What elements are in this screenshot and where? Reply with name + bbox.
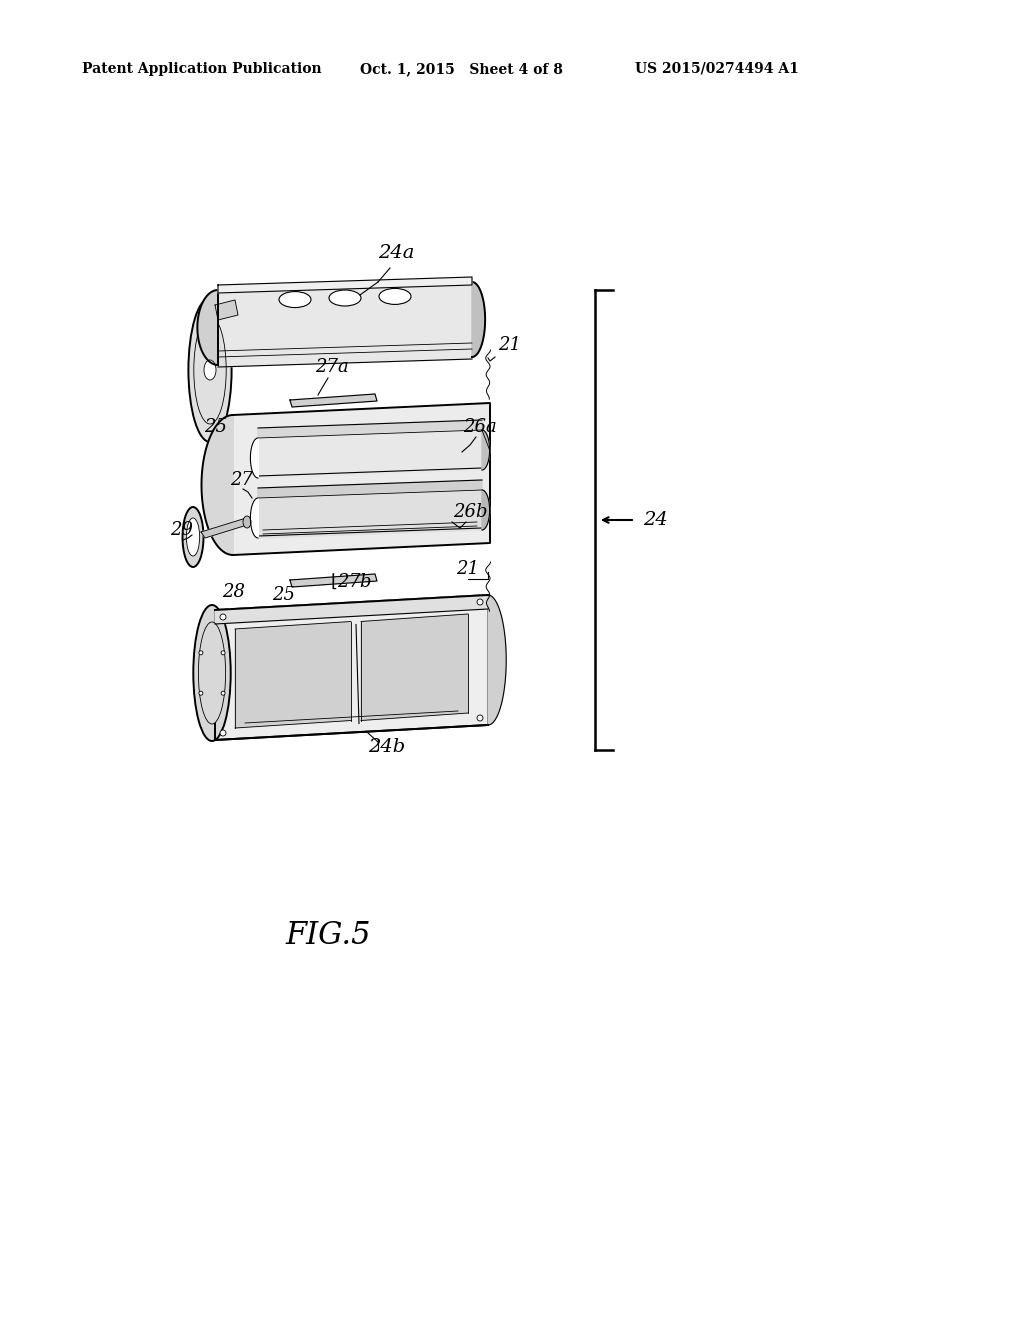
Polygon shape [234, 622, 351, 729]
Text: 26b: 26b [453, 503, 487, 521]
Text: Oct. 1, 2015   Sheet 4 of 8: Oct. 1, 2015 Sheet 4 of 8 [360, 62, 563, 77]
Text: 21: 21 [456, 560, 479, 578]
Polygon shape [482, 430, 489, 470]
Polygon shape [258, 480, 482, 498]
Text: 25: 25 [204, 418, 227, 436]
Polygon shape [215, 300, 238, 319]
Text: 27a: 27a [315, 358, 349, 376]
Ellipse shape [199, 651, 203, 655]
Text: FIG.5: FIG.5 [285, 920, 371, 950]
Polygon shape [290, 393, 377, 407]
Polygon shape [472, 282, 485, 356]
Ellipse shape [199, 622, 225, 723]
Polygon shape [233, 403, 490, 554]
Ellipse shape [194, 605, 230, 741]
Ellipse shape [199, 692, 203, 696]
Ellipse shape [279, 292, 311, 308]
Text: US 2015/0274494 A1: US 2015/0274494 A1 [635, 62, 799, 77]
Text: 25: 25 [272, 586, 295, 605]
Text: 24b: 24b [368, 738, 406, 756]
Ellipse shape [477, 715, 483, 721]
Polygon shape [290, 574, 377, 587]
Ellipse shape [220, 614, 226, 620]
Polygon shape [218, 282, 472, 367]
Text: 26a: 26a [463, 418, 497, 436]
Ellipse shape [220, 730, 226, 737]
Polygon shape [215, 595, 488, 741]
Polygon shape [218, 277, 472, 293]
Text: 24a: 24a [378, 244, 415, 261]
Ellipse shape [243, 516, 251, 528]
Text: 21: 21 [498, 337, 521, 354]
Polygon shape [251, 438, 258, 478]
Ellipse shape [204, 360, 216, 380]
Text: 29: 29 [170, 521, 193, 539]
Polygon shape [251, 498, 258, 539]
Text: 27: 27 [230, 471, 253, 488]
Polygon shape [258, 490, 482, 539]
Ellipse shape [194, 315, 226, 424]
Polygon shape [361, 614, 468, 721]
Ellipse shape [477, 599, 483, 605]
Text: $\lfloor$27b: $\lfloor$27b [330, 572, 373, 591]
Ellipse shape [379, 289, 411, 305]
Polygon shape [482, 490, 489, 531]
Polygon shape [215, 595, 488, 624]
Ellipse shape [188, 298, 231, 442]
Polygon shape [201, 519, 247, 539]
Polygon shape [258, 430, 482, 478]
Ellipse shape [329, 290, 361, 306]
Polygon shape [488, 595, 506, 725]
Ellipse shape [221, 651, 225, 655]
Ellipse shape [182, 507, 204, 568]
Text: 24: 24 [643, 511, 668, 529]
Ellipse shape [186, 517, 200, 556]
Text: Patent Application Publication: Patent Application Publication [82, 62, 322, 77]
Polygon shape [258, 420, 482, 438]
Polygon shape [202, 414, 233, 554]
Polygon shape [198, 290, 218, 366]
Ellipse shape [221, 692, 225, 696]
Text: 28: 28 [222, 583, 245, 601]
